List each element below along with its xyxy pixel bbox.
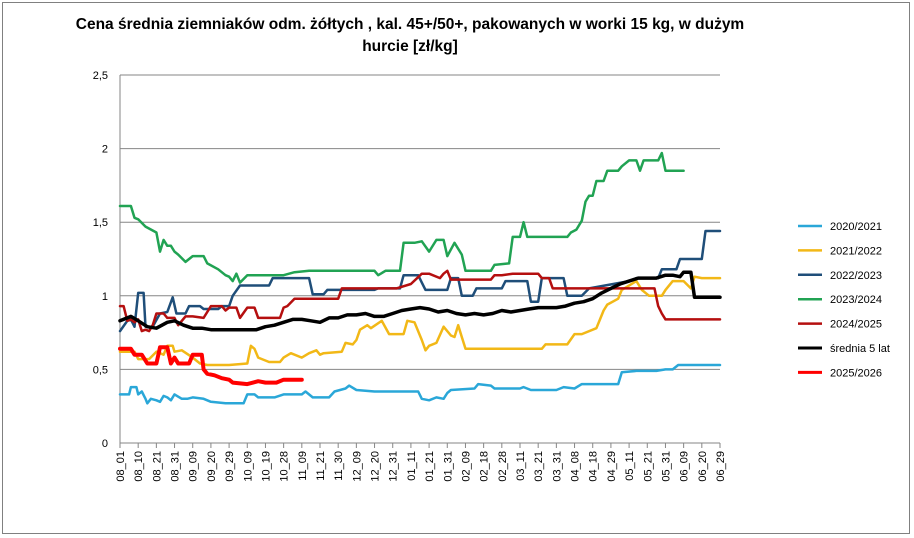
series-line <box>118 275 722 367</box>
series-line <box>118 151 685 284</box>
x-tick-label: 11_21 <box>315 451 327 481</box>
x-tick-label: 02_28 <box>497 451 509 482</box>
x-tick-label: 09_20 <box>206 451 218 482</box>
x-tick-label: 02_18 <box>479 451 491 482</box>
x-tick-label: 12_20 <box>370 451 382 482</box>
x-tick-label: 03_21 <box>533 451 545 482</box>
x-tick-label: 08_21 <box>151 451 163 482</box>
x-tick-label: 01_11 <box>406 451 418 481</box>
x-tick-label: 09_09 <box>188 451 200 482</box>
legend-label: 2023/2024 <box>830 294 882 306</box>
x-tick-label: 04_08 <box>570 451 582 482</box>
y-tick-label: 2,5 <box>93 70 108 82</box>
legend-label: średnia 5 lat <box>830 343 890 355</box>
x-tick-label: 03_31 <box>551 451 563 482</box>
x-tick-label: 10_19 <box>260 451 272 482</box>
legend-label: 2025/2026 <box>830 367 882 379</box>
x-tick-label: 05_21 <box>642 451 654 482</box>
x-tick-label: 08_31 <box>170 451 182 482</box>
x-tick-label: 03_11 <box>515 451 527 481</box>
x-tick-label: 11_09 <box>297 451 309 481</box>
x-tick-label: 10_28 <box>279 451 291 482</box>
x-tick-label: 06_20 <box>697 451 709 482</box>
series-line <box>118 363 722 405</box>
x-tick-label: 04_29 <box>606 451 618 482</box>
x-tick-label: 09_29 <box>224 451 236 482</box>
series-line <box>118 345 304 387</box>
y-tick-label: 1,5 <box>93 217 108 229</box>
x-tick-label: 02_09 <box>460 451 472 482</box>
legend-label: 2024/2025 <box>830 319 882 331</box>
x-tick-label: 12_31 <box>388 451 400 482</box>
x-tick-label: 04_18 <box>588 451 600 482</box>
x-tick-label: 10_09 <box>242 451 254 482</box>
chart-title: Cena średnia ziemniaków odm. żółtych , k… <box>75 16 745 55</box>
y-tick-label: 0 <box>102 438 108 450</box>
y-tick-label: 0,5 <box>93 364 108 376</box>
x-tick-label: 01_21 <box>424 451 436 482</box>
x-tick-label: 12_09 <box>351 451 363 482</box>
x-tick-label: 08_01 <box>115 451 127 482</box>
x-tick-label: 05_31 <box>660 451 672 482</box>
y-tick-label: 1 <box>102 291 108 303</box>
legend-label: 2021/2022 <box>830 245 882 257</box>
x-tick-label: 11_30 <box>333 451 345 481</box>
x-tick-label: 06_09 <box>679 451 691 482</box>
series-line <box>118 269 722 333</box>
x-tick-label: 08_10 <box>133 451 145 482</box>
x-tick-label: 06_29 <box>715 451 727 482</box>
x-tick-label: 01_31 <box>442 451 454 482</box>
legend-label: 2022/2023 <box>830 270 882 282</box>
x-tick-label: 05_11 <box>624 451 636 481</box>
y-tick-label: 2 <box>102 144 108 156</box>
legend-label: 2020/2021 <box>830 221 882 233</box>
series-line <box>118 270 722 332</box>
